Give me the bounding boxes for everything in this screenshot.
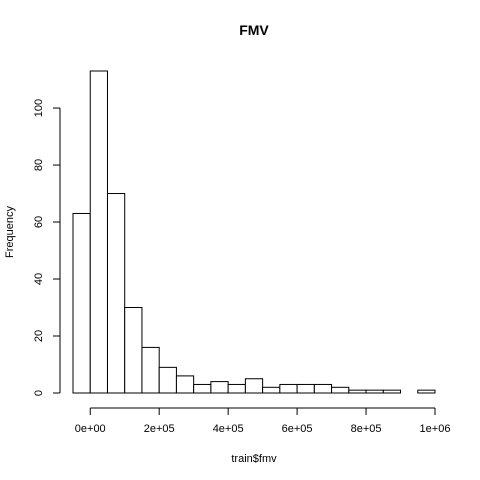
histogram-bar (262, 386, 281, 394)
histogram-bar (72, 212, 91, 394)
y-tick-label: 20 (33, 330, 45, 342)
x-tick-label: 8e+05 (351, 423, 382, 435)
histogram-bar (227, 383, 246, 394)
histogram-bar (382, 389, 402, 394)
histogram-bar (348, 389, 367, 394)
x-tick-label: 2e+05 (144, 423, 175, 435)
histogram-bar (106, 193, 126, 394)
histogram-bar (296, 383, 315, 394)
y-tick-label: 100 (33, 99, 45, 117)
histogram-bar (158, 366, 177, 394)
x-tick-label: 1e+06 (420, 423, 451, 435)
y-axis: 0 20 40 60 80 100 (33, 99, 61, 396)
histogram-bar (244, 378, 264, 394)
histogram-bar (417, 389, 436, 394)
x-axis-label: train$fmv (231, 453, 277, 465)
y-axis-label: Frequency (4, 206, 16, 258)
x-tick-label: 0e+00 (75, 423, 106, 435)
histogram-bar (193, 383, 212, 394)
y-tick-label: 0 (33, 390, 45, 396)
x-axis: 0e+00 2e+05 4e+05 6e+05 8e+05 1e+06 (75, 407, 451, 435)
histogram-bar (331, 386, 350, 394)
histogram-bar (141, 346, 160, 394)
histogram-bar (175, 375, 195, 394)
chart-title: FMV (239, 22, 269, 38)
histogram-bar (313, 383, 333, 394)
y-tick-label: 60 (33, 216, 45, 228)
x-tick-label: 4e+05 (213, 423, 244, 435)
histogram-bar (279, 383, 298, 394)
histogram-bar (89, 70, 108, 394)
histogram-bar (210, 381, 229, 394)
bars-group (72, 70, 436, 394)
y-tick-label: 80 (33, 159, 45, 171)
histogram-bar (365, 389, 384, 394)
y-tick-label: 40 (33, 273, 45, 285)
x-tick-label: 6e+05 (282, 423, 313, 435)
histogram-bar (124, 307, 143, 394)
